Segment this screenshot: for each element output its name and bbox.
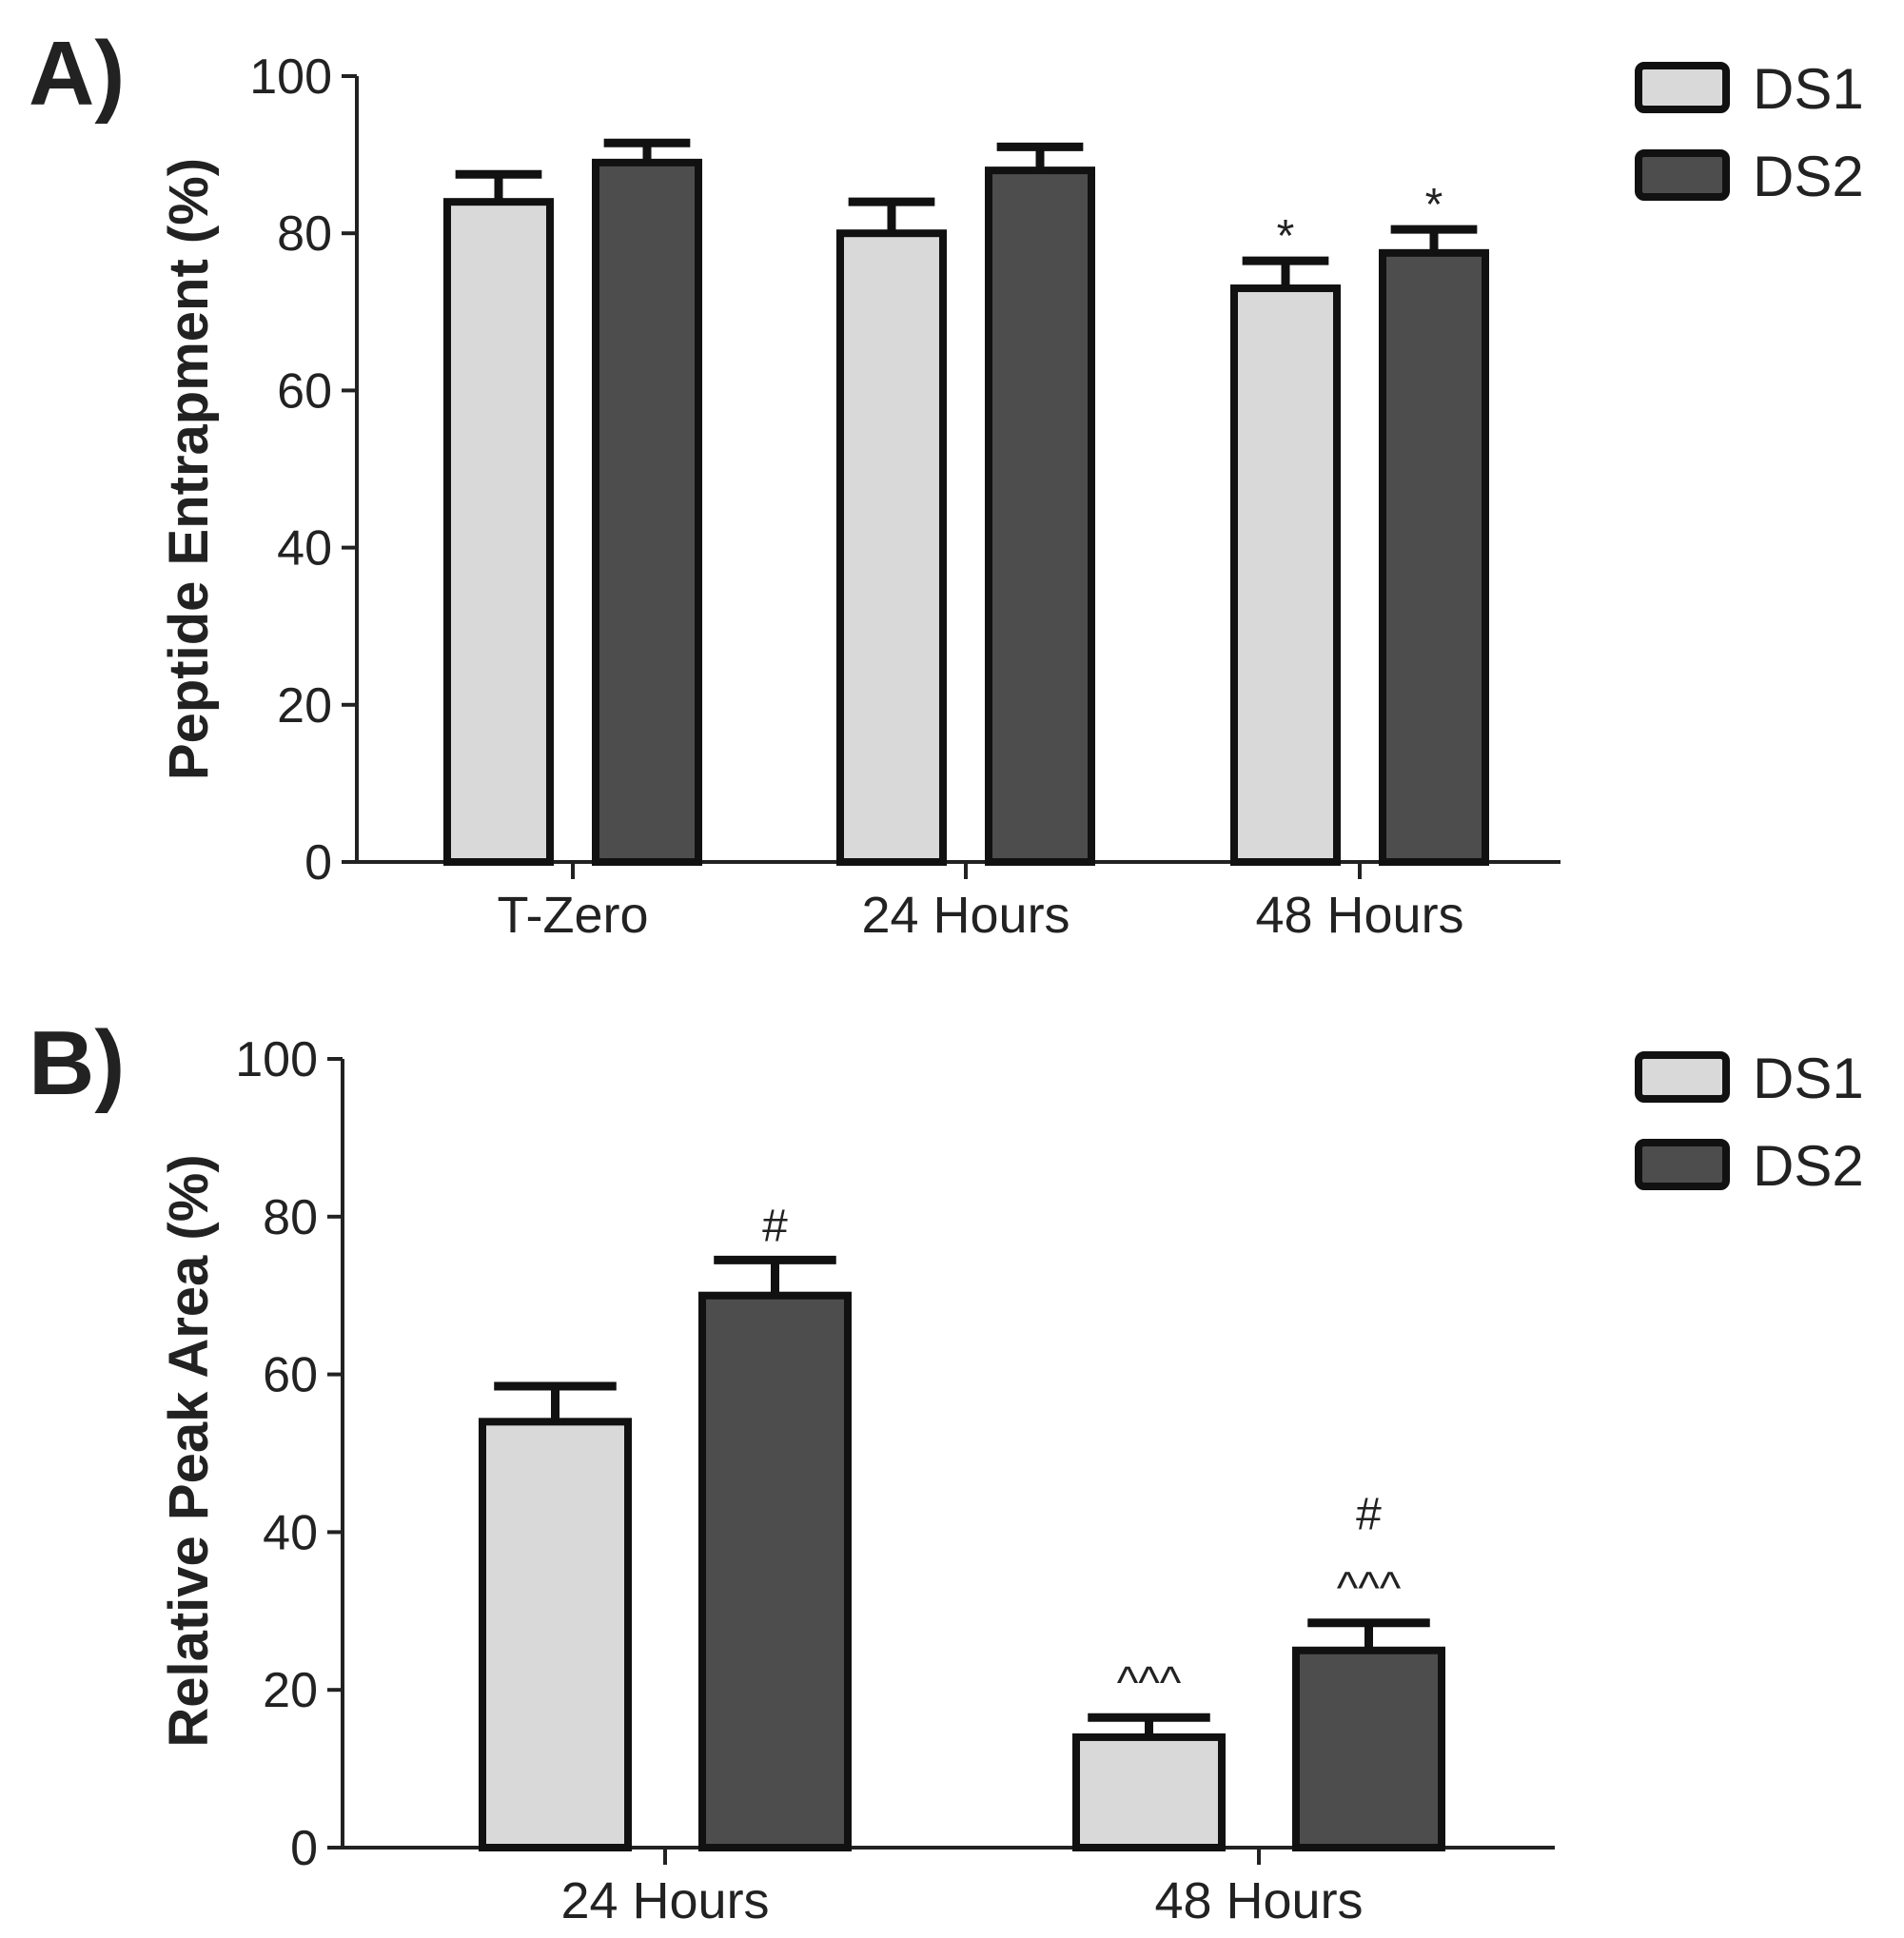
legend-swatch-ds2 [1635, 1139, 1730, 1190]
bar-ds2-48-hours [1379, 248, 1489, 867]
x-tick-label: 24 Hours [861, 887, 1070, 944]
legend-label-ds2: DS2 [1753, 145, 1864, 208]
bar-ds1-24-hours [836, 229, 947, 866]
bar-ds1-48-hours [1230, 284, 1341, 866]
legend-swatch-ds1 [1635, 62, 1730, 113]
bar-ds2-24-hours [985, 166, 1095, 866]
bar-ds2-t-zero [592, 158, 702, 867]
y-tick-label: 100 [235, 1032, 318, 1087]
y-tick-label: 100 [249, 49, 332, 105]
chart-panel-a: A) Peptide Entrapment (%) 0 20 40 60 80 100 T-Ze… [29, 23, 1864, 944]
significance-marker: # [762, 1201, 788, 1251]
significance-marker: * [1277, 211, 1295, 262]
chart-panel-b: B) Relative Peak Area (%) 0 20 40 60 80 100 24 H… [29, 1012, 1864, 1929]
significance-marker: ^^^ [1337, 1564, 1402, 1615]
y-tick-label: 60 [277, 363, 332, 419]
bar-ds2-48-hours [1292, 1646, 1445, 1851]
bar-ds2-24-hours [698, 1291, 852, 1851]
y-axis-label: Relative Peak Area (%) [158, 1154, 220, 1747]
y-tick-label: 20 [277, 678, 332, 734]
x-tick-label: T-Zero [497, 887, 648, 944]
bar-ds1-t-zero [443, 198, 554, 867]
y-axis-label: Peptide Entrapment (%) [158, 158, 220, 780]
panel-label: A) [29, 23, 125, 125]
y-tick-label: 40 [263, 1505, 318, 1560]
y-tick-label: 0 [304, 835, 332, 891]
bar-ds1-48-hours [1072, 1732, 1226, 1851]
significance-marker: # [1356, 1490, 1382, 1540]
legend-label-ds1: DS1 [1753, 1047, 1864, 1110]
y-tick-label: 80 [263, 1190, 318, 1245]
significance-marker: * [1425, 180, 1443, 230]
y-tick-label: 0 [290, 1821, 318, 1876]
x-tick-label: 24 Hours [560, 1872, 769, 1929]
y-tick-label: 40 [277, 521, 332, 577]
y-tick-label: 80 [277, 206, 332, 262]
y-tick-label: 20 [263, 1663, 318, 1718]
significance-marker: ^^^ [1117, 1658, 1182, 1709]
legend-swatch-ds2 [1635, 149, 1730, 201]
bar-ds1-24-hours [479, 1418, 632, 1851]
legend-swatch-ds1 [1635, 1051, 1730, 1103]
y-tick-label: 60 [263, 1348, 318, 1403]
legend-label-ds2: DS2 [1753, 1134, 1864, 1198]
legend-label-ds1: DS1 [1753, 57, 1864, 121]
x-tick-label: 48 Hours [1255, 887, 1463, 944]
panel-label: B) [29, 1012, 125, 1114]
x-tick-label: 48 Hours [1154, 1872, 1363, 1929]
